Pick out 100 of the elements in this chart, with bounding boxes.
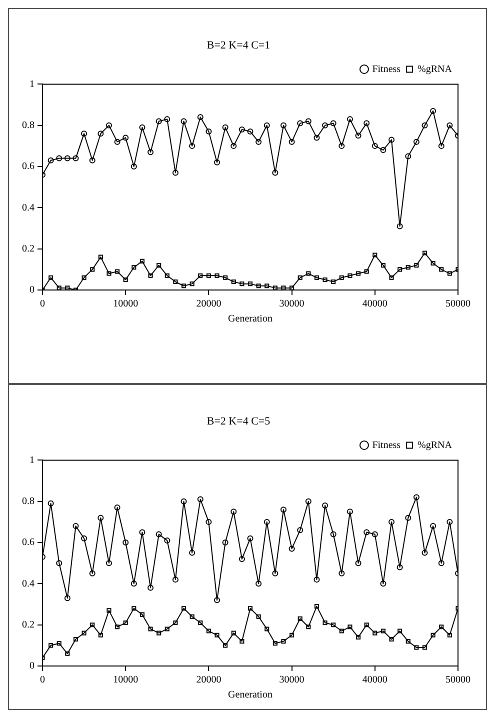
y-tick-label: 0	[30, 660, 34, 672]
point	[346, 116, 353, 122]
point	[264, 518, 270, 525]
point	[156, 118, 162, 124]
point	[306, 271, 311, 276]
point	[148, 626, 153, 632]
point	[338, 142, 345, 149]
point	[314, 604, 319, 609]
point	[172, 576, 178, 583]
point	[64, 595, 70, 602]
point	[388, 518, 395, 525]
point	[414, 263, 419, 268]
point	[182, 284, 186, 288]
point	[356, 634, 361, 640]
point	[240, 639, 244, 644]
point	[106, 608, 112, 613]
point	[297, 120, 304, 126]
legend-label: %gRNA	[418, 64, 453, 75]
point	[406, 265, 410, 270]
point	[396, 564, 403, 570]
point	[140, 258, 144, 264]
point	[396, 223, 403, 230]
point	[405, 153, 412, 160]
point	[164, 273, 170, 278]
point	[214, 159, 220, 166]
point	[438, 560, 444, 566]
point	[372, 630, 378, 636]
point	[405, 514, 412, 521]
point	[139, 529, 146, 536]
point	[272, 641, 278, 646]
point	[388, 136, 395, 143]
point	[180, 498, 187, 504]
point	[297, 527, 304, 534]
x-tick-label: 0	[40, 298, 45, 310]
point	[72, 523, 79, 530]
point	[264, 284, 270, 288]
point	[247, 535, 254, 542]
x-tick-label: 50000	[446, 674, 470, 686]
point	[272, 570, 278, 576]
point	[148, 273, 153, 278]
y-tick-label: 0.8	[22, 496, 34, 507]
point	[356, 271, 361, 276]
point	[173, 280, 178, 284]
point	[322, 122, 328, 128]
point	[339, 628, 344, 634]
point	[256, 138, 262, 145]
point	[406, 639, 410, 644]
point	[223, 643, 228, 648]
point	[72, 155, 79, 162]
point	[398, 628, 402, 634]
point	[123, 620, 128, 626]
point	[48, 157, 54, 164]
point	[190, 614, 194, 619]
y-tick-label: 0.2	[22, 243, 34, 254]
point	[422, 122, 428, 128]
point	[422, 645, 428, 650]
point	[189, 142, 196, 149]
point	[413, 494, 420, 500]
point	[398, 267, 402, 272]
point	[81, 535, 88, 542]
point	[231, 280, 236, 284]
point	[380, 580, 386, 587]
point	[65, 286, 70, 290]
point	[280, 122, 286, 128]
point	[430, 523, 436, 530]
point	[430, 632, 436, 638]
point	[156, 263, 162, 268]
point	[331, 622, 336, 628]
point	[164, 537, 170, 544]
point	[238, 556, 245, 562]
point	[197, 114, 204, 120]
point	[430, 260, 436, 266]
point	[372, 531, 378, 538]
point	[364, 529, 370, 536]
point	[214, 597, 220, 604]
point	[90, 622, 95, 628]
point	[206, 273, 211, 278]
x-tick-label: 20000	[196, 298, 222, 310]
point	[298, 275, 302, 280]
point	[106, 271, 112, 276]
point	[380, 263, 386, 268]
point	[180, 118, 187, 124]
point	[132, 606, 136, 611]
point	[422, 250, 428, 256]
point	[123, 277, 128, 282]
point	[447, 632, 452, 638]
point	[414, 645, 419, 650]
point	[89, 570, 96, 576]
point	[306, 624, 311, 630]
point	[114, 138, 120, 145]
x-tick-label: 40000	[362, 674, 388, 686]
point	[364, 120, 370, 126]
point	[56, 641, 62, 646]
point	[182, 606, 186, 611]
point	[430, 108, 436, 114]
y-tick-label: 0.6	[22, 161, 34, 172]
point	[348, 273, 352, 278]
point	[439, 624, 444, 630]
point	[422, 550, 428, 556]
point	[314, 275, 319, 280]
